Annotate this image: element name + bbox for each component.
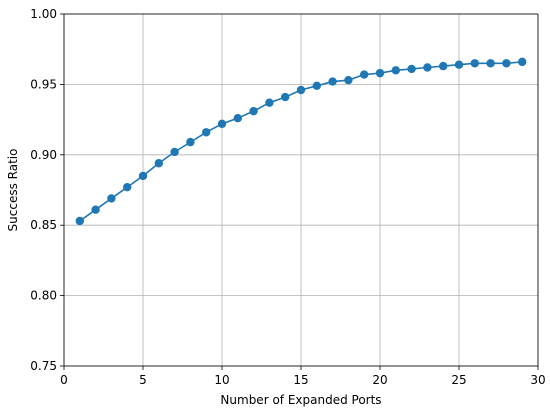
data-series (75, 57, 527, 226)
data-point (407, 64, 416, 74)
y-tick-label: 0.95 (30, 77, 57, 91)
data-point (265, 98, 274, 107)
data-point (170, 147, 179, 157)
data-point (344, 75, 353, 85)
axis-ticks: 0 5 10 15 20 25 30 0.75 0.80 0.85 0.90 0.95 1.00 (30, 7, 545, 387)
x-tick-label: 0 (60, 373, 68, 387)
data-point (423, 63, 432, 72)
data-point (454, 60, 464, 69)
data-point (217, 119, 227, 129)
x-tick-label: 5 (139, 373, 147, 387)
y-tick-label: 0.75 (30, 359, 57, 373)
data-point (486, 59, 495, 68)
data-point (75, 216, 85, 226)
data-point (391, 66, 400, 75)
plot-frame (63, 13, 539, 367)
data-point (123, 182, 132, 192)
data-point (502, 59, 511, 68)
data-point (186, 137, 195, 147)
y-axis-label: Success Ratio (6, 149, 20, 232)
x-tick-label: 15 (293, 373, 308, 387)
data-point (233, 113, 242, 123)
y-tick-label: 0.85 (30, 218, 57, 232)
data-point (138, 171, 148, 181)
data-point (375, 68, 385, 78)
x-tick-label: 25 (451, 373, 466, 387)
data-point (154, 159, 163, 168)
data-point (312, 81, 321, 91)
y-tick-label: 1.00 (30, 7, 57, 21)
y-tick-label: 0.90 (30, 148, 57, 162)
data-point (107, 194, 116, 203)
data-point (328, 77, 337, 86)
data-point (470, 59, 479, 68)
data-point (249, 106, 258, 116)
data-point (439, 61, 448, 71)
x-tick-label: 10 (214, 373, 229, 387)
data-point (296, 85, 306, 95)
y-tick-label: 0.80 (30, 289, 57, 303)
data-point (202, 128, 211, 137)
data-point (518, 57, 527, 67)
data-point (281, 92, 290, 102)
data-point (91, 205, 100, 214)
data-point (360, 70, 369, 79)
x-tick-label: 30 (530, 373, 545, 387)
x-axis-label: Number of Expanded Ports (220, 393, 381, 407)
x-tick-label: 20 (372, 373, 387, 387)
